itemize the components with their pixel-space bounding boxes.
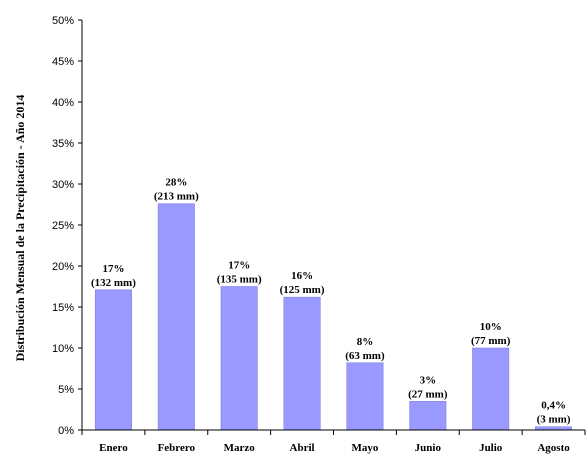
- y-axis-ticks: 0% 5% 10% 15% 20% 25% 30% 35% 40% 45% 50%: [52, 15, 82, 437]
- data-label: 10%: [480, 321, 502, 333]
- y-tick-label: 40%: [52, 97, 74, 109]
- data-label: (125 mm): [280, 284, 325, 296]
- y-tick-label: 5%: [58, 384, 74, 396]
- x-tick-label: Mayo: [351, 442, 378, 454]
- x-tick-label: Junio: [415, 442, 442, 454]
- bar: [157, 203, 195, 431]
- data-label: (27 mm): [408, 388, 448, 400]
- y-tick-label: 45%: [52, 56, 74, 68]
- data-label: 17%: [102, 263, 124, 275]
- data-label: (135 mm): [217, 274, 262, 286]
- bar: [472, 347, 510, 431]
- bars: [94, 203, 573, 431]
- bar: [94, 289, 132, 431]
- y-tick-label: 50%: [52, 15, 74, 27]
- y-axis-title: Distribución Mensual de la Precipitación…: [13, 95, 27, 362]
- data-label: 17%: [228, 260, 250, 272]
- bar: [283, 296, 321, 431]
- bar: [220, 286, 258, 431]
- data-label: (3 mm): [537, 414, 571, 426]
- bar: [409, 401, 447, 431]
- data-label: 3%: [420, 374, 437, 386]
- x-tick-label: Marzo: [224, 442, 256, 454]
- y-tick-label: 20%: [52, 261, 74, 273]
- x-tick-label: Agosto: [537, 442, 570, 454]
- data-label: 0,4%: [541, 400, 566, 412]
- data-label: 8%: [357, 336, 374, 348]
- x-tick-label: Julio: [479, 442, 503, 454]
- y-tick-label: 35%: [52, 138, 74, 150]
- x-axis-labels: Enero Febrero Marzo Abril Mayo Junio Julio Agos…: [81, 430, 586, 454]
- y-tick-label: 15%: [52, 302, 74, 314]
- y-tick-label: 30%: [52, 179, 74, 191]
- x-tick-label: Febrero: [158, 442, 196, 454]
- y-tick-label: 10%: [52, 343, 74, 355]
- x-tick-label: Abril: [290, 442, 315, 454]
- data-label: (77 mm): [471, 335, 511, 347]
- y-tick-label: 0%: [58, 425, 74, 437]
- data-label: (132 mm): [91, 277, 136, 289]
- data-label: 16%: [291, 270, 313, 282]
- bar: [346, 362, 384, 431]
- data-labels: 17% (132 mm) 28% (213 mm) 17% (135 mm) 16% (125…: [91, 177, 571, 426]
- data-label: (213 mm): [154, 191, 199, 203]
- y-tick-label: 25%: [52, 220, 74, 232]
- data-label: (63 mm): [345, 350, 385, 362]
- data-label: 28%: [165, 177, 187, 189]
- x-tick-label: Enero: [99, 442, 128, 454]
